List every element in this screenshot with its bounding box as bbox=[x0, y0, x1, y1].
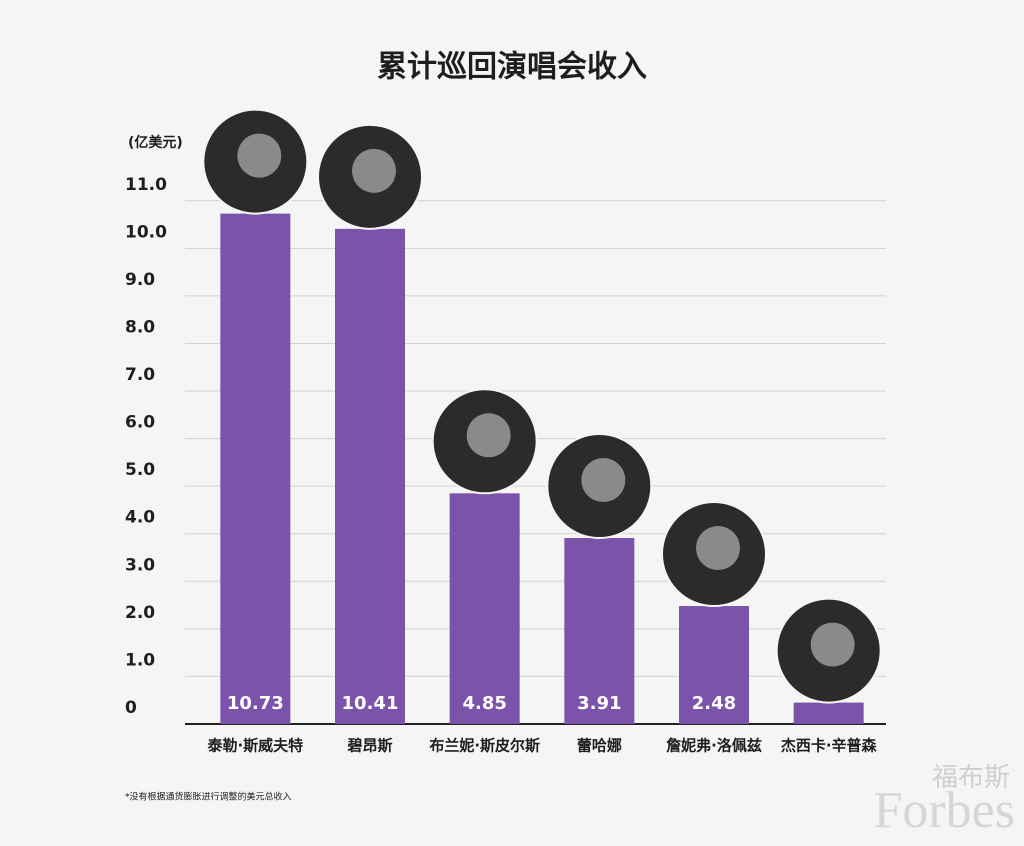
y-tick-label: 10.0 bbox=[125, 222, 167, 242]
y-tick-label: 1.0 bbox=[125, 650, 155, 670]
x-tick-label: 碧昂斯 bbox=[346, 737, 392, 755]
x-tick-label: 泰勒·斯威夫特 bbox=[206, 737, 303, 755]
artist-photo-face bbox=[352, 148, 396, 193]
y-tick-label: 2.0 bbox=[125, 603, 155, 623]
bar bbox=[679, 606, 749, 724]
value-label: 2.48 bbox=[692, 693, 736, 714]
y-tick-label: 6.0 bbox=[125, 413, 155, 433]
artist-photo-face bbox=[466, 413, 511, 458]
x-tick-label: 詹妮弗·洛佩兹 bbox=[666, 737, 762, 755]
watermark: 福布斯 bbox=[932, 763, 1010, 792]
y-tick-label: 7.0 bbox=[125, 365, 155, 385]
value-label: 3.91 bbox=[577, 693, 621, 714]
y-tick-label: 3.0 bbox=[125, 555, 155, 575]
y-tick-label: 5.0 bbox=[125, 460, 155, 480]
bar bbox=[220, 213, 291, 724]
footnote: *没有根据通货膨胀进行调整的美元总收入 bbox=[125, 791, 292, 803]
chart-title: 累计巡回演唱会收入 bbox=[377, 50, 647, 85]
value-label: 4.85 bbox=[462, 693, 506, 714]
x-tick-label: 蕾哈娜 bbox=[577, 737, 622, 755]
y-tick-label: 9.0 bbox=[125, 270, 155, 290]
value-label: 10.41 bbox=[342, 693, 399, 714]
artist-photo-face bbox=[696, 526, 740, 571]
x-tick-label: 布兰妮·斯皮尔斯 bbox=[429, 737, 540, 755]
y-tick-label: 4.0 bbox=[125, 508, 155, 528]
bar bbox=[793, 702, 864, 724]
value-label: 10.73 bbox=[227, 693, 284, 714]
bar bbox=[335, 228, 405, 725]
bar bbox=[564, 538, 635, 724]
bar bbox=[449, 493, 520, 724]
watermark-brand: Forbes bbox=[873, 782, 1015, 839]
y-tick-label: 0 bbox=[125, 698, 137, 718]
artist-photo-face bbox=[237, 133, 282, 178]
artist-photo-face bbox=[810, 622, 855, 667]
y-tick-label: 11.0 bbox=[125, 175, 167, 195]
artist-photo-face bbox=[581, 458, 626, 503]
y-tick-label: 8.0 bbox=[125, 317, 155, 337]
y-axis-label: (亿美元) bbox=[128, 134, 183, 151]
x-tick-label: 杰西卡·辛普森 bbox=[781, 737, 878, 755]
